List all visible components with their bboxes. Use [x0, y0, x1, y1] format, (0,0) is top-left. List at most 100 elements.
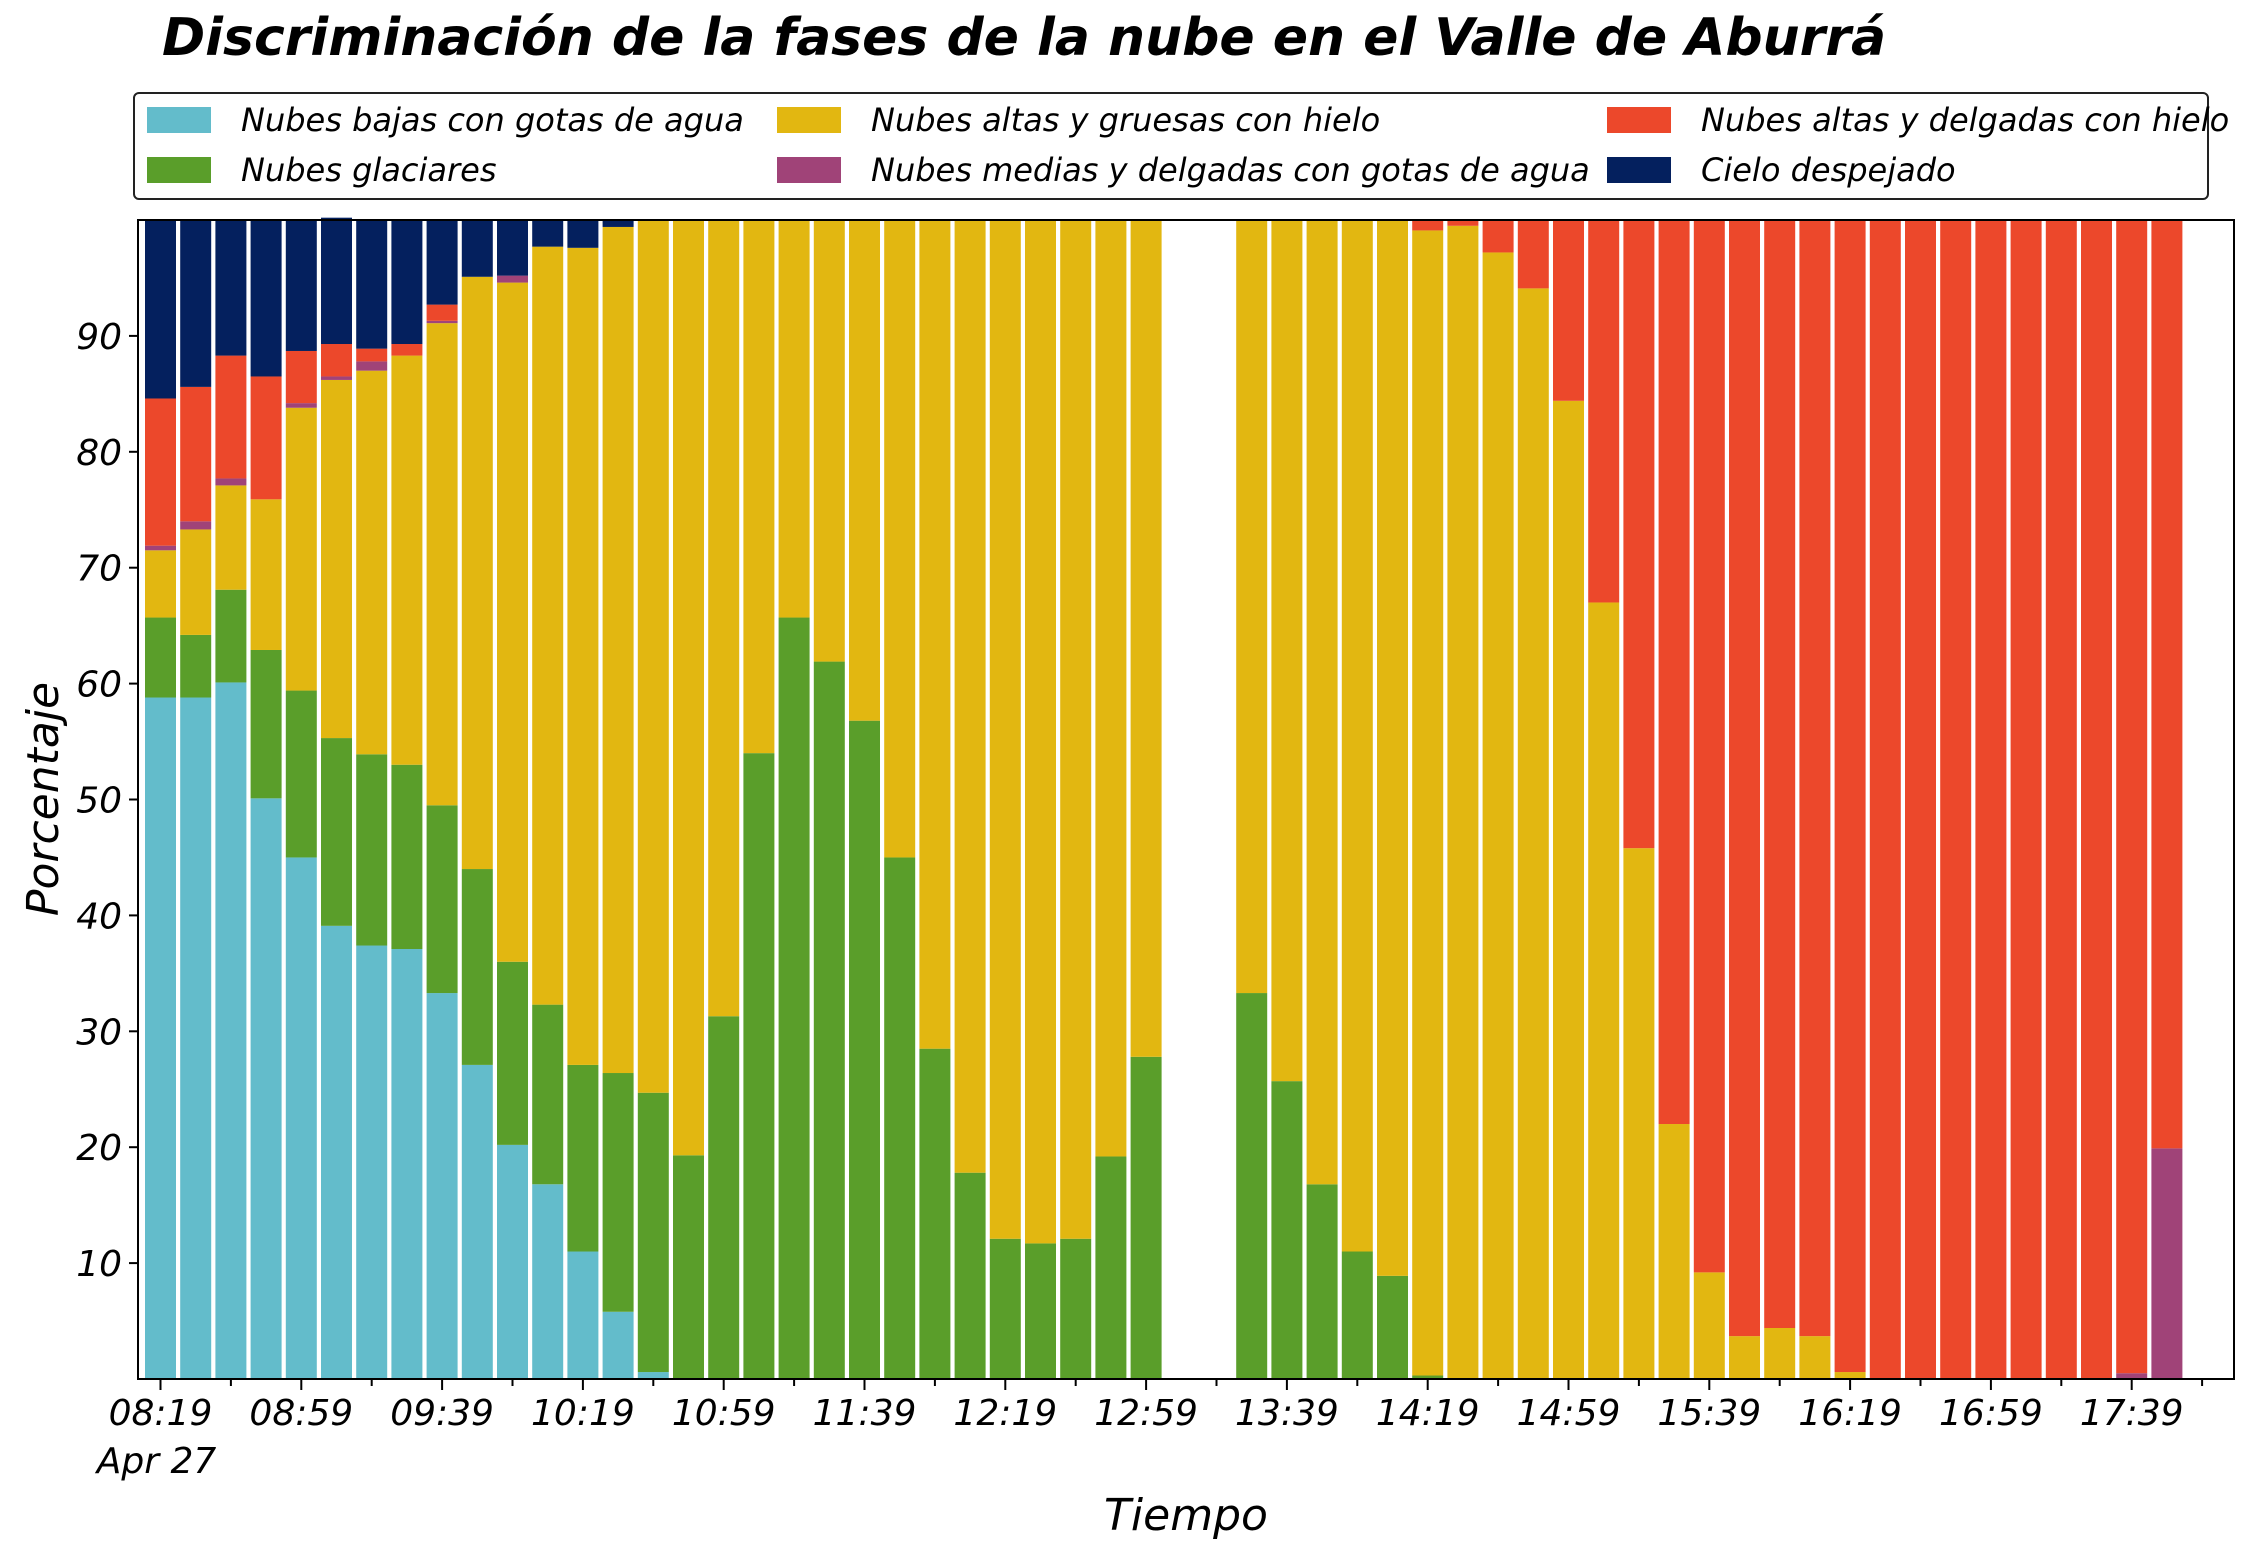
bar-segment — [215, 220, 247, 356]
bar-segment — [2151, 220, 2183, 1149]
bar-segment — [1905, 220, 1936, 1379]
bar-segment — [250, 220, 282, 377]
bar-segment — [180, 529, 212, 635]
legend-swatch — [1607, 107, 1671, 133]
bar-segment — [532, 1004, 564, 1185]
bar-segment — [532, 246, 564, 1005]
bar-segment — [637, 1092, 669, 1373]
bar-segment — [497, 275, 528, 283]
bar-segment — [145, 697, 176, 1379]
bar-segment — [356, 361, 388, 371]
legend-label: Nubes bajas con gotas de agua — [241, 101, 744, 139]
bar-segment — [532, 220, 564, 247]
bar-segment — [145, 545, 176, 551]
bar-segment — [637, 1372, 669, 1379]
bar-segment — [673, 1155, 704, 1379]
bar-segment — [2045, 220, 2077, 1379]
bar-segment — [145, 220, 176, 399]
bar-segment — [1799, 220, 1831, 1337]
bar-segment — [215, 355, 247, 479]
bar-segment — [1482, 252, 1514, 1380]
y-tick-label: 80 — [76, 433, 122, 474]
bar-segment — [215, 478, 247, 486]
bar-segment — [497, 961, 528, 1145]
x-tick-label: 15:39 — [1657, 1393, 1761, 1434]
bar-segment — [1658, 1124, 1690, 1379]
bar-segment — [567, 1064, 599, 1252]
bar-segment — [919, 220, 951, 1049]
bar-segment — [1447, 225, 1479, 1379]
x-tick-label: 10:19 — [531, 1393, 635, 1434]
bar-segment — [391, 949, 423, 1379]
bar-segment — [285, 857, 317, 1379]
bar-segment — [391, 220, 423, 345]
bar-segment — [285, 220, 317, 351]
bar-segment — [1271, 1081, 1303, 1379]
bar-segment — [1271, 220, 1303, 1082]
bar-segment — [426, 320, 458, 324]
bar-segment — [1834, 1372, 1866, 1379]
bar-segment — [567, 247, 599, 1065]
x-tick-label: 16:59 — [1939, 1393, 2043, 1434]
bar-segment — [426, 805, 458, 994]
y-tick-label: 50 — [76, 781, 122, 822]
legend-item: Nubes bajas con gotas de agua — [147, 98, 744, 142]
bar-segment — [356, 754, 388, 946]
bar-segment — [1060, 220, 1092, 1239]
bar-segment — [1130, 220, 1162, 1057]
x-tick-label: 14:19 — [1376, 1393, 1480, 1434]
bar-segment — [567, 220, 599, 248]
bar-segment — [461, 220, 493, 277]
bar-segment — [1729, 1336, 1760, 1379]
bar-segment — [1306, 1184, 1338, 1379]
legend-item: Nubes glaciares — [147, 148, 496, 192]
y-tick-label: 70 — [76, 549, 122, 590]
bar-segment — [813, 220, 845, 662]
bar-segment — [1553, 400, 1584, 1379]
bar-segment — [1693, 220, 1725, 1273]
bar-segment — [1517, 220, 1549, 289]
bar-segment — [180, 697, 212, 1379]
bar-segment — [1095, 1156, 1127, 1379]
bar-segment — [708, 220, 740, 1017]
bar-segment — [215, 589, 247, 683]
bar-segment — [1236, 993, 1268, 1379]
bar-segment — [1306, 220, 1338, 1185]
x-tick-label: 09:39 — [390, 1393, 494, 1434]
bar-segment — [602, 226, 634, 1074]
legend-item: Cielo despejado — [1607, 148, 1956, 192]
bar-segment — [497, 220, 528, 276]
bar-segment — [2116, 220, 2148, 1374]
chart-title: Discriminación de la fases de la nube en… — [162, 8, 1887, 68]
bar-segment — [391, 355, 423, 765]
bar-segment — [1658, 220, 1690, 1125]
bar-segment — [849, 720, 880, 1379]
y-tick-label: 30 — [76, 1012, 122, 1053]
y-tick-label: 60 — [76, 665, 122, 706]
bar-segment — [1236, 220, 1268, 994]
bar-segment — [321, 738, 352, 926]
bar-segment — [849, 220, 880, 721]
legend-label: Nubes medias y delgadas con gotas de agu… — [871, 151, 1590, 189]
legend-item: Nubes altas y gruesas con hielo — [777, 98, 1380, 142]
bar-segment — [356, 370, 388, 755]
bar-segment — [778, 220, 810, 618]
bar-segment — [391, 344, 423, 356]
bars-layer — [145, 217, 2183, 1380]
bar-segment — [497, 282, 528, 962]
bar-segment — [1025, 220, 1056, 1244]
bar-segment — [2151, 1148, 2183, 1379]
bar-segment — [1729, 220, 1760, 1337]
legend-swatch — [777, 107, 841, 133]
legend-swatch — [147, 157, 211, 183]
bar-segment — [1377, 1275, 1408, 1379]
bar-segment — [1412, 220, 1444, 231]
bar-segment — [1517, 288, 1549, 1379]
bar-segment — [356, 220, 388, 349]
legend-label: Nubes altas y gruesas con hielo — [871, 101, 1381, 139]
bar-segment — [602, 1073, 634, 1312]
bar-segment — [461, 1064, 493, 1379]
bar-segment — [1834, 220, 1866, 1373]
bar-segment — [180, 220, 212, 387]
bar-segment — [1588, 220, 1620, 603]
